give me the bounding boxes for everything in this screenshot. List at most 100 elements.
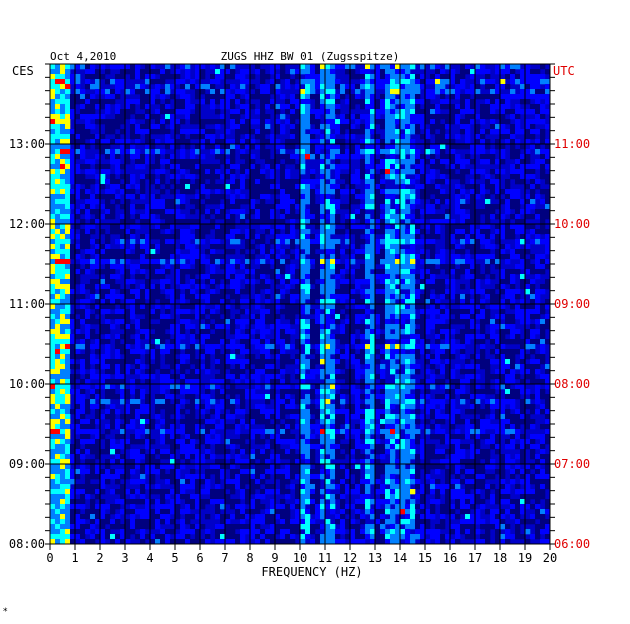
spectrogram-cell xyxy=(270,344,276,350)
spectrogram-cell xyxy=(290,69,296,75)
spectrogram-cell xyxy=(215,94,221,100)
spectrogram-cell xyxy=(360,204,366,210)
spectrogram-cell xyxy=(240,119,246,125)
spectrogram-cell xyxy=(255,339,261,345)
spectrogram-cell xyxy=(320,209,326,215)
spectrogram-cell xyxy=(540,199,546,205)
spectrogram-cell xyxy=(185,69,191,75)
spectrogram-cell xyxy=(295,289,301,295)
spectrogram-cell xyxy=(300,354,306,360)
spectrogram-cell xyxy=(390,149,396,155)
spectrogram-cell xyxy=(520,84,526,90)
spectrogram-cell xyxy=(395,364,401,370)
spectrogram-cell xyxy=(480,389,486,395)
spectrogram-cell xyxy=(480,209,486,215)
spectrogram-cell xyxy=(375,269,381,275)
spectrogram-cell xyxy=(405,64,411,70)
spectrogram-cell xyxy=(400,214,406,220)
spectrogram-cell xyxy=(270,369,276,375)
spectrogram-cell xyxy=(145,344,151,350)
spectrogram-cell xyxy=(520,379,526,385)
spectrogram-cell xyxy=(440,94,446,100)
spectrogram-cell xyxy=(155,129,161,135)
spectrogram-cell xyxy=(60,319,66,325)
spectrogram-cell xyxy=(245,69,251,75)
spectrogram-cell xyxy=(480,234,486,240)
spectrogram-cell xyxy=(80,319,86,325)
spectrogram-cell xyxy=(530,394,536,400)
spectrogram-cell xyxy=(450,114,456,120)
spectrogram-cell xyxy=(150,259,156,265)
spectrogram-cell xyxy=(405,79,411,85)
spectrogram-cell xyxy=(385,109,391,115)
spectrogram-cell xyxy=(270,269,276,275)
spectrogram-cell xyxy=(385,314,391,320)
spectrogram-cell xyxy=(380,284,386,290)
spectrogram-cell xyxy=(125,404,131,410)
spectrogram-cell xyxy=(230,184,236,190)
spectrogram-cell xyxy=(390,169,396,175)
spectrogram-cell xyxy=(330,74,336,80)
spectrogram-cell xyxy=(375,399,381,405)
spectrogram-cell xyxy=(275,254,281,260)
spectrogram-cell xyxy=(275,84,281,90)
spectrogram-cell xyxy=(150,174,156,180)
spectrogram-cell xyxy=(175,99,181,105)
spectrogram-cell xyxy=(485,314,491,320)
spectrogram-cell xyxy=(420,169,426,175)
spectrogram-cell xyxy=(70,374,76,380)
spectrogram-cell xyxy=(245,364,251,370)
spectrogram-cell xyxy=(185,349,191,355)
spectrogram-cell xyxy=(215,359,221,365)
spectrogram-cell xyxy=(500,99,506,105)
spectrogram-cell xyxy=(75,189,81,195)
spectrogram-cell xyxy=(390,154,396,160)
spectrogram-cell xyxy=(380,94,386,100)
spectrogram-cell xyxy=(80,334,86,340)
spectrogram-cell xyxy=(105,374,111,380)
spectrogram-cell xyxy=(75,394,81,400)
spectrogram-cell xyxy=(530,84,536,90)
spectrogram-cell xyxy=(190,189,196,195)
spectrogram-cell xyxy=(490,94,496,100)
spectrogram-cell xyxy=(100,164,106,170)
spectrogram-cell xyxy=(540,189,546,195)
spectrogram-cell xyxy=(300,124,306,130)
spectrogram-cell xyxy=(225,139,231,145)
spectrogram-cell xyxy=(85,379,91,385)
spectrogram-cell xyxy=(475,324,481,330)
spectrogram-cell xyxy=(240,299,246,305)
spectrogram-cell xyxy=(215,149,221,155)
spectrogram-cell xyxy=(185,269,191,275)
spectrogram-cell xyxy=(400,264,406,270)
spectrogram-cell xyxy=(220,234,226,240)
spectrogram-cell xyxy=(145,174,151,180)
spectrogram-cell xyxy=(360,224,366,230)
spectrogram-cell xyxy=(500,359,506,365)
spectrogram-cell xyxy=(225,229,231,235)
spectrogram-cell xyxy=(175,259,181,265)
spectrogram-cell xyxy=(145,139,151,145)
spectrogram-cell xyxy=(375,149,381,155)
spectrogram-cell xyxy=(195,89,201,95)
spectrogram-cell xyxy=(300,194,306,200)
spectrogram-cell xyxy=(275,394,281,400)
spectrogram-cell xyxy=(135,304,141,310)
spectrogram-cell xyxy=(140,159,146,165)
spectrogram-cell xyxy=(305,334,311,340)
spectrogram-cell xyxy=(310,259,316,265)
spectrogram-cell xyxy=(510,144,516,150)
spectrogram-cell xyxy=(50,324,56,330)
spectrogram-cell xyxy=(515,169,521,175)
spectrogram-cell xyxy=(125,64,131,70)
spectrogram-cell xyxy=(250,359,256,365)
spectrogram-cell xyxy=(445,324,451,330)
spectrogram-cell xyxy=(290,304,296,310)
spectrogram-cell xyxy=(180,239,186,245)
spectrogram-cell xyxy=(405,374,411,380)
spectrogram-cell xyxy=(240,129,246,135)
spectrogram-cell xyxy=(485,389,491,395)
spectrogram-cell xyxy=(135,224,141,230)
spectrogram-cell xyxy=(275,234,281,240)
spectrogram-cell xyxy=(450,319,456,325)
